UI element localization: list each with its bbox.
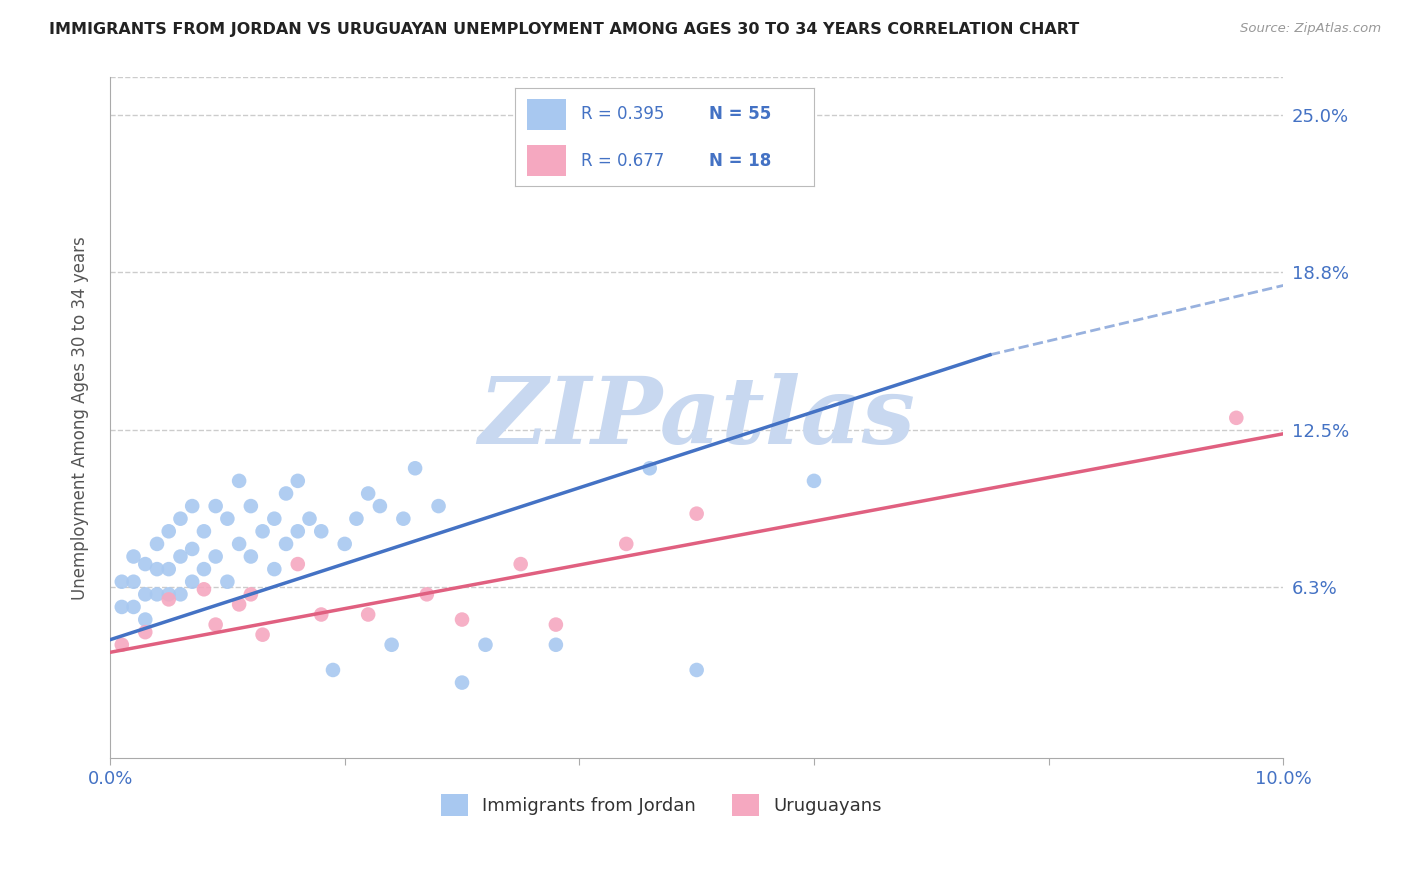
Point	[252, 524, 274, 539]
Point	[204, 549, 226, 564]
Point	[181, 574, 204, 589]
Point	[404, 461, 426, 475]
Point	[157, 587, 180, 601]
Point	[157, 524, 180, 539]
Point	[228, 598, 250, 612]
Point	[263, 511, 285, 525]
Point	[638, 461, 661, 475]
Point	[146, 562, 169, 576]
Point	[427, 499, 450, 513]
Point	[146, 537, 169, 551]
Point	[309, 607, 332, 622]
Point	[474, 638, 496, 652]
Point	[193, 524, 215, 539]
Point	[204, 617, 226, 632]
Point	[111, 638, 134, 652]
Point	[287, 524, 309, 539]
Point	[309, 524, 332, 539]
Point	[274, 537, 297, 551]
Point	[134, 557, 156, 571]
Point	[685, 507, 707, 521]
Point	[509, 557, 531, 571]
Point	[169, 511, 191, 525]
Point	[803, 474, 825, 488]
Point	[239, 549, 262, 564]
Point	[193, 582, 215, 597]
Point	[239, 587, 262, 601]
Point	[111, 574, 134, 589]
Point	[204, 499, 226, 513]
Point	[451, 675, 474, 690]
Point	[322, 663, 344, 677]
Y-axis label: Unemployment Among Ages 30 to 34 years: Unemployment Among Ages 30 to 34 years	[72, 236, 89, 599]
Point	[544, 638, 567, 652]
Point	[451, 613, 474, 627]
Point	[134, 613, 156, 627]
Point	[263, 562, 285, 576]
Point	[134, 587, 156, 601]
Point	[193, 562, 215, 576]
Point	[287, 474, 309, 488]
Point	[1225, 410, 1247, 425]
Text: IMMIGRANTS FROM JORDAN VS URUGUAYAN UNEMPLOYMENT AMONG AGES 30 TO 34 YEARS CORRE: IMMIGRANTS FROM JORDAN VS URUGUAYAN UNEM…	[49, 22, 1080, 37]
Point	[346, 511, 368, 525]
Point	[333, 537, 356, 551]
Point	[122, 599, 145, 614]
Point	[685, 663, 707, 677]
Text: ZIPatlas: ZIPatlas	[478, 373, 915, 463]
Point	[146, 587, 169, 601]
Point	[217, 511, 239, 525]
Point	[544, 171, 567, 186]
Point	[122, 549, 145, 564]
Point	[544, 617, 567, 632]
Point	[169, 587, 191, 601]
Point	[392, 511, 415, 525]
Point	[157, 562, 180, 576]
Point	[614, 537, 637, 551]
Point	[181, 541, 204, 556]
Point	[228, 537, 250, 551]
Point	[111, 599, 134, 614]
Point	[368, 499, 391, 513]
Point	[122, 574, 145, 589]
Point	[169, 549, 191, 564]
Point	[217, 574, 239, 589]
Point	[252, 628, 274, 642]
Point	[298, 511, 321, 525]
Point	[416, 587, 439, 601]
Point	[239, 499, 262, 513]
Point	[134, 625, 156, 640]
Point	[381, 638, 404, 652]
Text: Source: ZipAtlas.com: Source: ZipAtlas.com	[1240, 22, 1381, 36]
Point	[357, 486, 380, 500]
Point	[157, 592, 180, 607]
Point	[357, 607, 380, 622]
Point	[181, 499, 204, 513]
Legend: Immigrants from Jordan, Uruguayans: Immigrants from Jordan, Uruguayans	[433, 787, 890, 823]
Point	[274, 486, 297, 500]
Point	[287, 557, 309, 571]
Point	[228, 474, 250, 488]
